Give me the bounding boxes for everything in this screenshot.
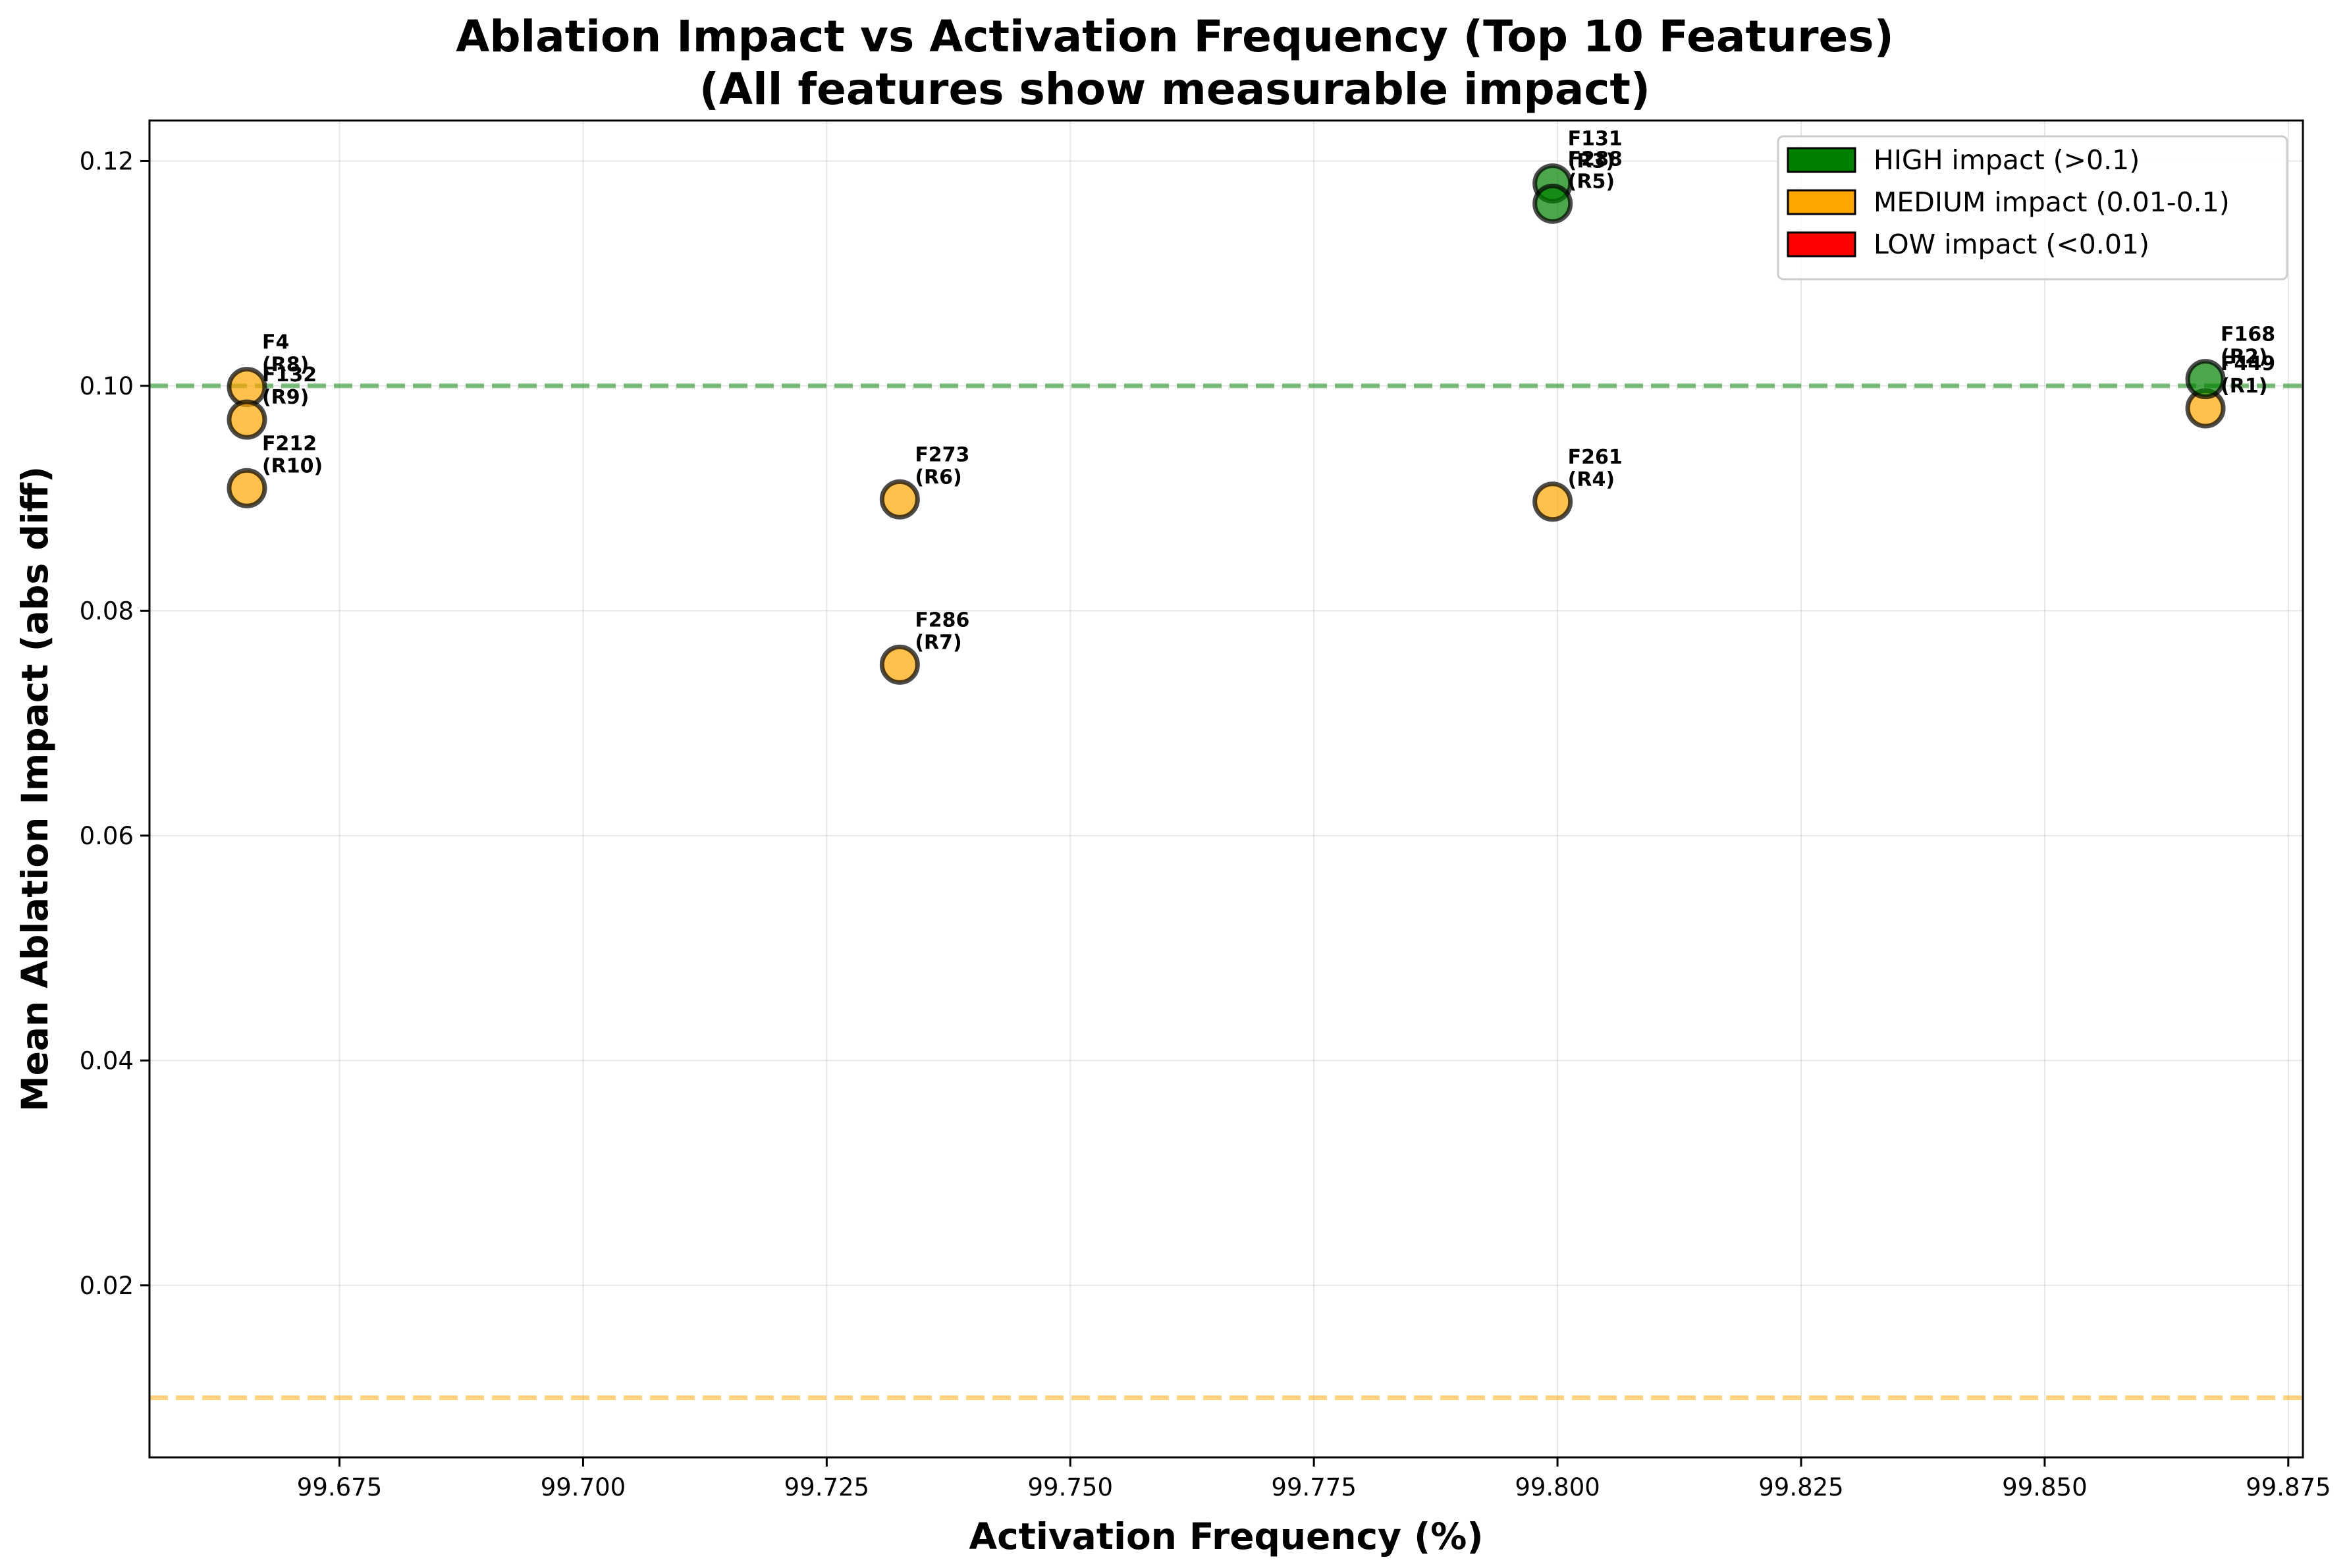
point-label-rank: (R2) (2221, 346, 2267, 369)
data-point (1532, 481, 1573, 522)
legend-label: MEDIUM impact (0.01-0.1) (1874, 186, 2230, 218)
data-point (1532, 183, 1573, 224)
data-point (879, 479, 920, 520)
point-label-feature: F212 (262, 432, 317, 455)
y-tick-label: 0.04 (80, 1046, 134, 1075)
point-label-rank: (R3) (1568, 150, 1615, 173)
point-label-rank: (R10) (262, 454, 323, 477)
x-axis-ticks: 99.675 99.700 99.725 99.750 99.775 99.800 99.8… (297, 1457, 2331, 1501)
x-tick-label: 99.675 (297, 1473, 382, 1501)
x-tick-label: 99.700 (541, 1473, 626, 1501)
point-label-feature: F131 (1568, 128, 1623, 151)
x-tick-label: 99.775 (1271, 1473, 1356, 1501)
x-tick-label: 99.850 (2002, 1473, 2087, 1501)
point-label-feature: F273 (915, 443, 969, 466)
point-label-rank: (R4) (1568, 468, 1615, 491)
plot-frame (148, 119, 2304, 1459)
y-axis-label: Mean Ablation Impact (abs diff) (14, 466, 56, 1112)
point-label-feature: F449 (2221, 352, 2275, 375)
x-axis-label: Activation Frequency (%) (969, 1515, 1484, 1557)
y-tick-label: 0.06 (80, 822, 134, 850)
point-label-rank: (R9) (262, 386, 309, 409)
point-label-feature: F261 (1568, 446, 1623, 469)
data-points (227, 163, 2226, 685)
x-tick-label: 99.800 (1515, 1473, 1600, 1501)
data-point (227, 367, 267, 408)
y-tick-label: 0.02 (80, 1272, 134, 1300)
point-label-rank: (R7) (915, 631, 961, 654)
point-label-feature: F4 (262, 331, 289, 354)
legend-swatch (1787, 189, 1856, 215)
y-tick-label: 0.08 (80, 597, 134, 625)
legend-swatch (1787, 231, 1856, 257)
x-tick-label: 99.875 (2246, 1473, 2331, 1501)
data-point (227, 399, 267, 440)
point-label-feature: F132 (262, 364, 317, 387)
data-point (2185, 359, 2226, 400)
point-label-rank: (R8) (262, 354, 309, 377)
point-labels: F449(R1) F168(R2) F131(R3) F261(R4) F288(R5)… (262, 128, 2275, 655)
legend-box (1777, 135, 2288, 281)
legend-label: LOW impact (<0.01) (1874, 229, 2149, 260)
grid (149, 121, 2303, 1457)
legend-swatch (1787, 147, 1856, 173)
chart-subtitle: (All features show measurable impact) (699, 64, 1650, 115)
chart-title: Ablation Impact vs Activation Frequency … (456, 11, 1894, 62)
point-label-rank: (R6) (915, 466, 961, 489)
x-tick-label: 99.750 (1028, 1473, 1113, 1501)
point-label-rank: (R1) (2221, 375, 2267, 398)
x-tick-label: 99.825 (1758, 1473, 1843, 1501)
data-point (879, 644, 920, 685)
data-point (227, 468, 267, 508)
y-axis-ticks: 0.02 0.04 0.06 0.08 0.10 0.12 (80, 147, 149, 1300)
y-tick-label: 0.10 (80, 372, 134, 400)
point-label-feature: F286 (915, 608, 969, 632)
point-label-rank: (R5) (1568, 170, 1615, 193)
legend: HIGH impact (>0.1) MEDIUM impact (0.01-0.… (1777, 135, 2288, 281)
x-tick-label: 99.725 (784, 1473, 869, 1501)
point-label-feature: F288 (1568, 148, 1623, 171)
threshold-lines (149, 383, 2303, 1401)
y-tick-label: 0.12 (80, 147, 134, 175)
legend-label: HIGH impact (>0.1) (1874, 144, 2140, 176)
point-label-feature: F168 (2221, 323, 2275, 346)
